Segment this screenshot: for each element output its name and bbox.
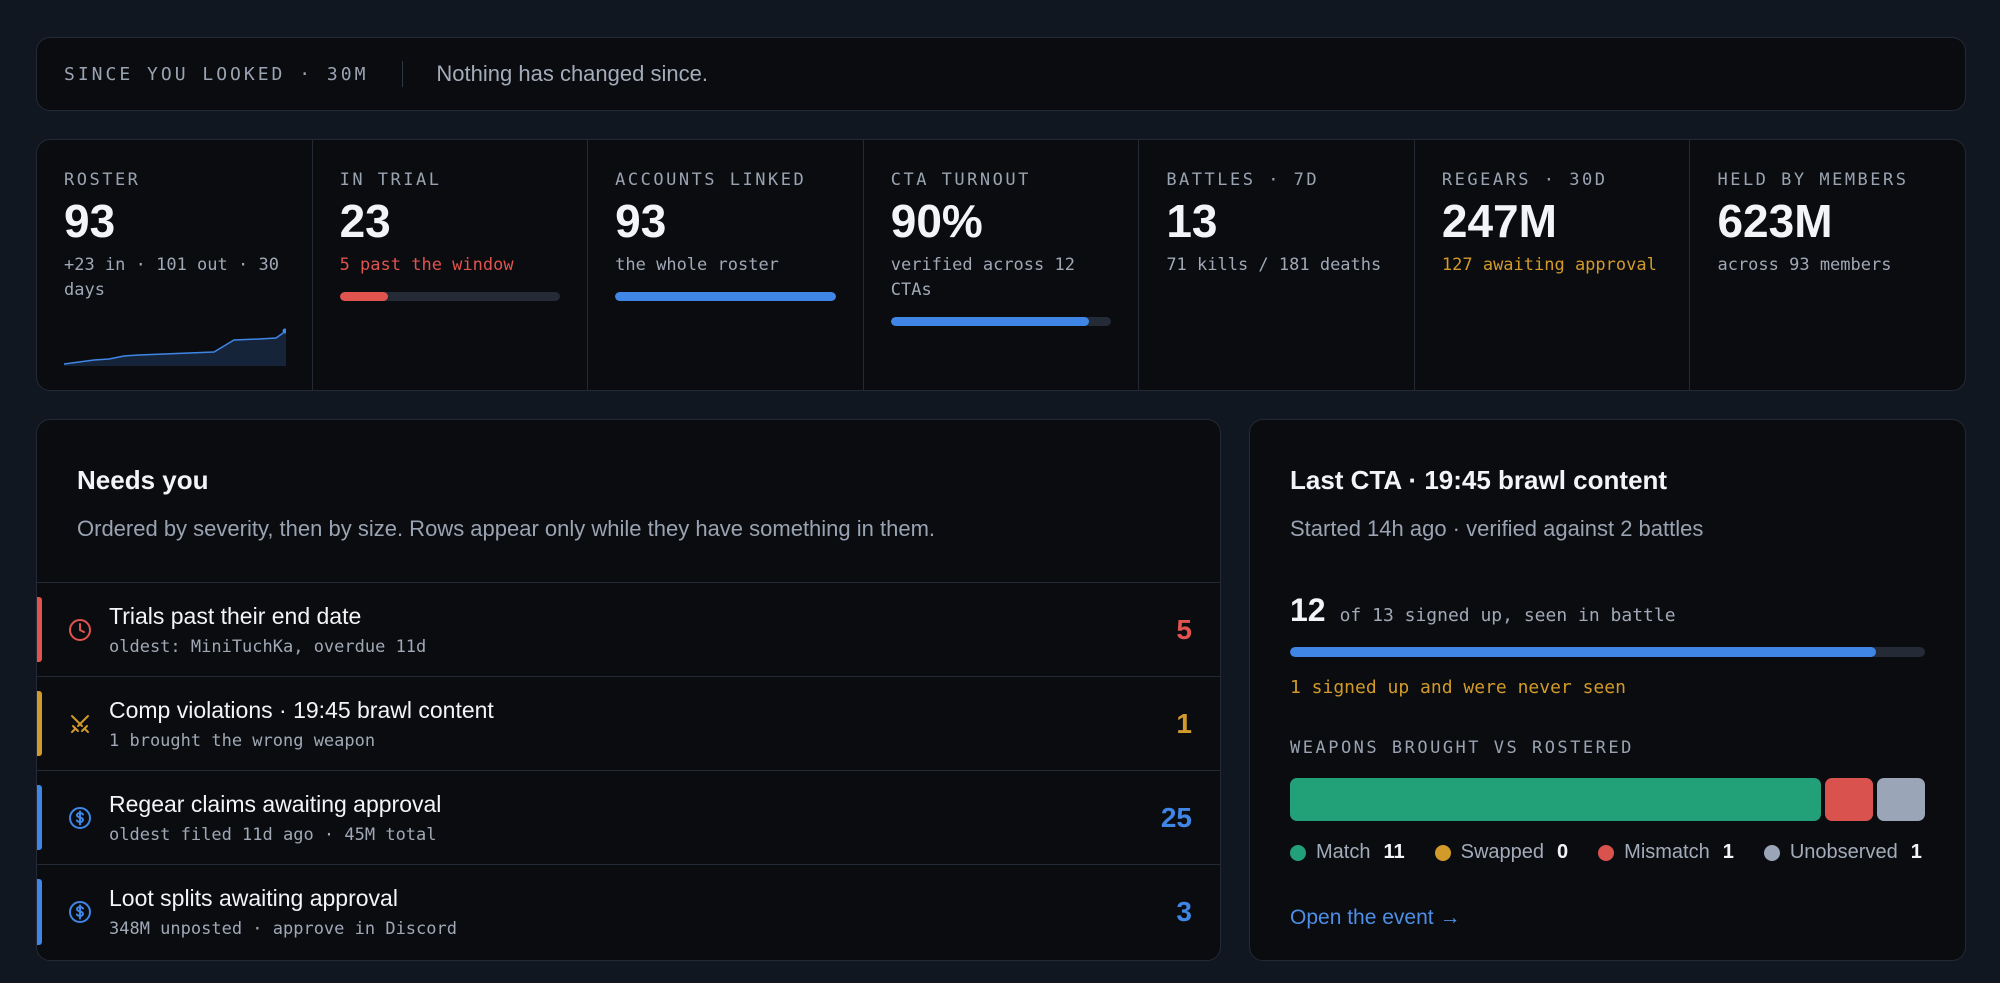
crossed-swords-icon [67, 711, 93, 737]
stat-battles[interactable]: BATTLES · 7D 13 71 kills / 181 deaths [1139, 140, 1415, 390]
legend-unobserved: Unobserved 1 [1763, 841, 1922, 864]
linked-progress-bar [615, 291, 836, 301]
stat-sub: across 93 members [1717, 254, 1892, 275]
roster-sparkline [64, 328, 286, 366]
legend-match: Match 11 [1290, 841, 1405, 864]
needs-row-loot-splits[interactable]: Loot splits awaiting approval 348M unpos… [37, 865, 1220, 959]
row-subtitle: 348M unposted · approve in Discord [109, 919, 457, 939]
row-subtitle: oldest filed 11d ago · 45M total [109, 824, 437, 845]
severity-accent [37, 879, 42, 945]
severity-accent [37, 785, 42, 850]
stat-in-trial[interactable]: IN TRIAL 23 5 past the window [313, 140, 589, 390]
stat-cta-turnout[interactable]: CTA TURNOUT 90% verified across 12 CTAs [864, 140, 1140, 390]
weapons-segment-mismatch [1824, 778, 1873, 821]
since-you-looked-banner: SINCE YOU LOOKED · 30M Nothing has chang… [36, 37, 1966, 111]
weapons-legend: Match 11 Swapped 0 Mismatch 1 Unobserved… [1290, 841, 1925, 864]
weapons-segment-match [1290, 778, 1821, 821]
stat-label: REGEARS · 30D [1441, 170, 1608, 190]
banner-divider [402, 61, 404, 87]
stat-value: 247M [1441, 195, 1557, 247]
banner-message: Nothing has changed since. [436, 61, 708, 86]
row-count: 5 [1176, 613, 1192, 645]
row-title: Comp violations · 19:45 brawl content [109, 696, 494, 723]
stat-value: 93 [64, 195, 116, 247]
stat-regears[interactable]: REGEARS · 30D 247M 127 awaiting approval [1415, 140, 1691, 390]
stats-strip: ROSTER 93 +23 in · 101 out · 30 days IN … [36, 139, 1966, 391]
panel-title: Last CTA · 19:45 brawl content [1290, 465, 1668, 495]
stat-value: 13 [1166, 195, 1218, 247]
banner-tag: SINCE YOU LOOKED · 30M [64, 63, 369, 85]
row-title: Regear claims awaiting approval [109, 790, 442, 817]
signed-seen-text: of 13 signed up, seen in battle [1339, 605, 1676, 626]
stat-value: 90% [890, 195, 983, 247]
panel-subtitle: Ordered by severity, then by size. Rows … [77, 516, 936, 541]
weapons-stacked-bar [1290, 778, 1925, 821]
trial-progress-bar [339, 291, 561, 301]
row-count: 3 [1176, 896, 1192, 927]
swapped-dot [1434, 844, 1451, 861]
turnout-progress-bar [890, 316, 1112, 326]
needs-row-comp-violations[interactable]: Comp violations · 19:45 brawl content 1 … [37, 677, 1220, 771]
severity-accent [37, 691, 42, 756]
stat-value: 93 [615, 195, 667, 247]
last-cta-panel: Last CTA · 19:45 brawl content Started 1… [1249, 419, 1966, 961]
stat-label: IN TRIAL [339, 170, 442, 190]
legend-label: Match [1316, 841, 1371, 863]
row-title: Trials past their end date [109, 602, 362, 629]
stat-label: CTA TURNOUT [890, 170, 1031, 190]
unobserved-dot [1763, 844, 1780, 861]
dollar-coin-icon [67, 805, 93, 831]
stat-sub: +23 in · 101 out · 30 days [64, 254, 279, 300]
legend-count: 1 [1722, 841, 1734, 863]
signed-up-summary: 12 of 13 signed up, seen in battle [1290, 592, 1925, 629]
stat-value: 23 [339, 195, 391, 247]
needs-header: Needs you Ordered by severity, then by s… [37, 420, 1220, 583]
clock-icon [67, 617, 93, 643]
never-seen-note: 1 signed up and were never seen [1290, 677, 1626, 698]
signed-seen-count: 12 [1290, 592, 1326, 628]
stat-sub: 127 awaiting approval [1441, 254, 1657, 275]
panel-subtitle: Started 14h ago · verified against 2 bat… [1290, 516, 1704, 541]
stat-label: ROSTER [64, 170, 141, 190]
needs-row-regear-claims[interactable]: Regear claims awaiting approval oldest f… [37, 771, 1220, 865]
needs-row-trials[interactable]: Trials past their end date oldest: MiniT… [37, 583, 1220, 677]
dollar-coin-icon [67, 899, 93, 925]
legend-count: 11 [1383, 841, 1405, 863]
mismatch-dot [1598, 844, 1615, 861]
row-title: Loot splits awaiting approval [109, 885, 398, 911]
severity-accent [37, 597, 42, 662]
row-subtitle: 1 brought the wrong weapon [109, 730, 376, 751]
row-count: 25 [1160, 801, 1192, 833]
stat-accounts-linked[interactable]: ACCOUNTS LINKED 93 the whole roster [588, 140, 864, 390]
stat-sub: 71 kills / 181 deaths [1166, 254, 1382, 275]
legend-count: 1 [1910, 841, 1922, 863]
match-dot [1290, 844, 1306, 861]
row-subtitle: oldest: MiniTuchKa, overdue 11d [109, 636, 427, 657]
weapons-label: WEAPONS BROUGHT VS ROSTERED [1290, 738, 1634, 758]
stat-roster[interactable]: ROSTER 93 +23 in · 101 out · 30 days [37, 140, 313, 390]
stat-held-by-members[interactable]: HELD BY MEMBERS 623M across 93 members [1690, 140, 1965, 390]
signed-progress-bar [1290, 647, 1925, 657]
legend-mismatch: Mismatch 1 [1598, 841, 1734, 864]
stat-label: HELD BY MEMBERS [1717, 170, 1909, 190]
legend-swapped: Swapped 0 [1434, 841, 1569, 864]
legend-label: Mismatch [1624, 841, 1710, 863]
legend-label: Unobserved [1789, 841, 1898, 863]
row-count: 1 [1176, 707, 1192, 739]
weapons-segment-unobserved [1876, 778, 1925, 821]
panel-title: Needs you [77, 465, 209, 495]
stat-label: BATTLES · 7D [1166, 170, 1320, 190]
stat-sub: the whole roster [615, 254, 779, 275]
stat-sub: verified across 12 CTAs [890, 254, 1075, 300]
needs-you-panel: Needs you Ordered by severity, then by s… [36, 419, 1221, 961]
open-event-link[interactable]: Open the event → [1290, 906, 1461, 929]
stat-value: 623M [1717, 195, 1833, 247]
legend-count: 0 [1557, 841, 1569, 863]
legend-label: Swapped [1460, 841, 1545, 863]
stat-label: ACCOUNTS LINKED [615, 170, 807, 190]
stat-sub: 5 past the window [339, 254, 514, 275]
